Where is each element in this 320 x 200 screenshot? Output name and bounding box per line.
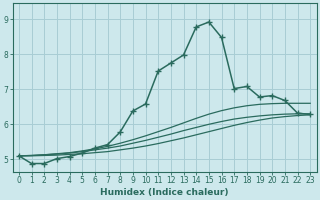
X-axis label: Humidex (Indice chaleur): Humidex (Indice chaleur) [100,188,229,197]
